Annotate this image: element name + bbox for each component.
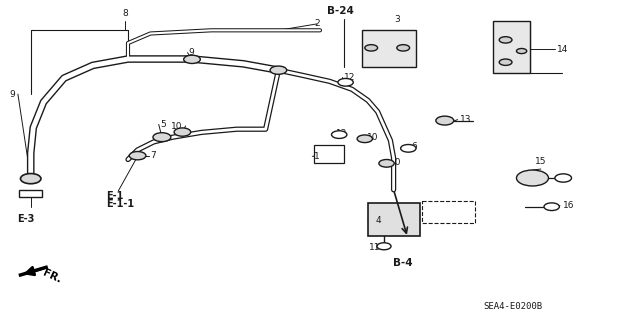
Circle shape: [499, 59, 512, 65]
Circle shape: [401, 145, 416, 152]
Text: 9: 9: [9, 90, 15, 99]
Bar: [19, 190, 42, 197]
Text: 1: 1: [314, 152, 319, 161]
Text: 10: 10: [390, 158, 402, 167]
Circle shape: [397, 45, 410, 51]
Text: 12: 12: [336, 129, 348, 138]
Text: 9: 9: [189, 48, 195, 57]
Text: 11: 11: [369, 243, 381, 252]
Circle shape: [516, 48, 527, 54]
Circle shape: [365, 45, 378, 51]
Circle shape: [338, 78, 353, 86]
Text: 10: 10: [367, 133, 378, 142]
Circle shape: [357, 135, 372, 143]
Text: E-3: E-3: [17, 214, 35, 224]
Text: FR.: FR.: [42, 267, 63, 285]
Bar: [362, 30, 416, 67]
Text: SEA4-E0200B: SEA4-E0200B: [483, 302, 542, 311]
Text: E-1: E-1: [106, 191, 124, 201]
Circle shape: [129, 152, 146, 160]
Text: 4: 4: [375, 216, 381, 225]
Bar: [314, 145, 344, 163]
Text: 12: 12: [344, 73, 355, 82]
Circle shape: [270, 66, 287, 74]
Circle shape: [499, 37, 512, 43]
Text: 7: 7: [150, 151, 156, 160]
Text: E-1-1: E-1-1: [106, 198, 134, 209]
Bar: [422, 201, 475, 223]
Bar: [368, 203, 420, 236]
Circle shape: [516, 170, 548, 186]
Circle shape: [174, 128, 191, 136]
Text: 5: 5: [160, 120, 166, 129]
Circle shape: [332, 131, 347, 138]
Text: 8: 8: [122, 9, 127, 18]
Text: B-24: B-24: [327, 6, 354, 16]
Text: 2: 2: [314, 19, 319, 28]
Text: 10: 10: [171, 122, 182, 130]
Circle shape: [544, 203, 559, 211]
Circle shape: [379, 160, 394, 167]
Text: 3: 3: [394, 15, 399, 24]
Text: 15: 15: [535, 157, 547, 166]
Text: 6: 6: [412, 142, 417, 151]
Circle shape: [555, 174, 572, 182]
Circle shape: [20, 174, 41, 184]
Circle shape: [436, 116, 454, 125]
Circle shape: [153, 133, 171, 142]
Text: 13: 13: [460, 115, 471, 124]
Bar: [493, 21, 530, 73]
Circle shape: [377, 243, 391, 250]
Text: 16: 16: [563, 201, 575, 210]
Text: B-4: B-4: [394, 258, 413, 268]
Circle shape: [184, 55, 200, 63]
Text: 14: 14: [557, 45, 568, 54]
